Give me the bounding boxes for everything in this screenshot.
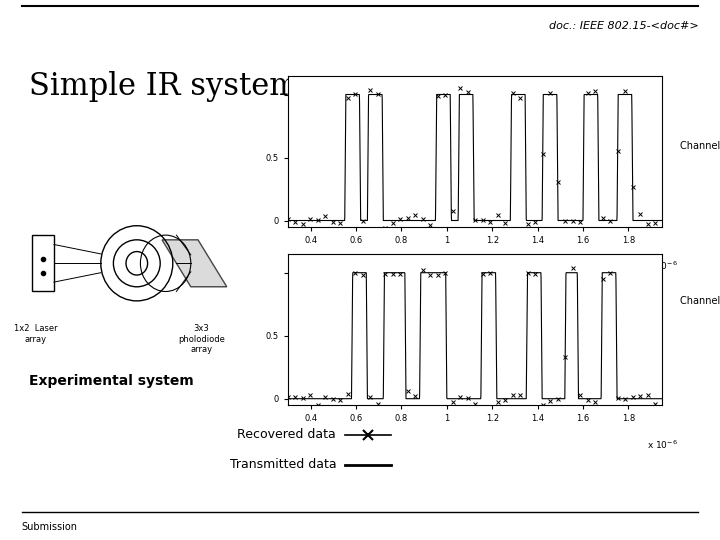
Text: Recovered data: Recovered data [238,428,336,441]
Text: Experimental system: Experimental system [29,374,194,388]
Text: Channel 1: Channel 1 [680,141,720,151]
Text: 3x3
pholodiode
array: 3x3 pholodiode array [178,325,225,354]
Text: Submission: Submission [22,522,78,532]
Polygon shape [162,240,227,287]
Text: doc.: IEEE 802.15-<doc#>: doc.: IEEE 802.15-<doc#> [549,22,698,31]
Text: Simple IR system: Simple IR system [29,71,298,102]
Text: x 10$^{-6}$: x 10$^{-6}$ [647,260,678,273]
Text: 1x2  Laser
array: 1x2 Laser array [14,325,58,344]
Text: Transmitted data: Transmitted data [230,458,336,471]
Text: x 10$^{-6}$: x 10$^{-6}$ [647,438,678,451]
Text: Channel 2: Channel 2 [680,296,720,306]
